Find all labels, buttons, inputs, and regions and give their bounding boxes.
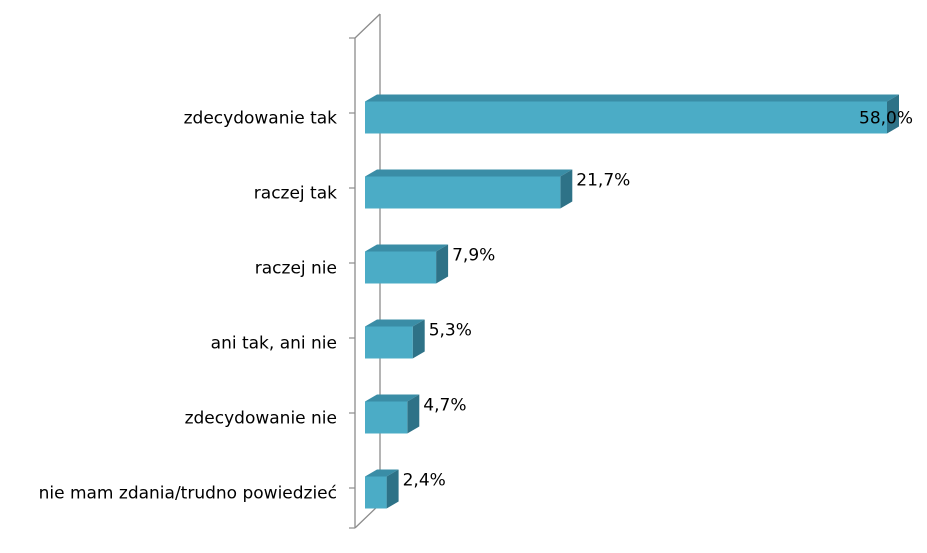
labels: zdecydowanie tak 58,0% raczej tak 21,7% racz…	[39, 109, 913, 504]
bar	[365, 326, 413, 359]
bar	[365, 476, 387, 509]
bar-top-face	[365, 469, 399, 477]
bar-side-face	[386, 469, 399, 509]
bar	[365, 101, 887, 134]
value-label: 2,4%	[403, 471, 446, 491]
bar-side-face	[407, 394, 420, 434]
bars	[365, 94, 899, 509]
bar	[365, 176, 561, 209]
value-label: 58,0%	[859, 109, 913, 129]
category-label: raczej nie	[255, 259, 337, 279]
bar-side-face	[560, 169, 573, 209]
value-label: 7,9%	[452, 246, 495, 266]
value-label: 4,7%	[423, 396, 466, 416]
bar-top-face	[365, 94, 899, 102]
value-label: 5,3%	[429, 321, 472, 341]
bar	[365, 401, 408, 434]
bar-top-face	[365, 319, 425, 327]
bar-top-face	[365, 394, 420, 402]
bar-top-face	[365, 244, 449, 252]
bar-side-face	[436, 244, 449, 284]
bar-top-face	[365, 169, 573, 177]
category-label: raczej tak	[254, 184, 337, 204]
bar-side-face	[887, 94, 899, 134]
bar	[365, 251, 437, 284]
bar-side-face	[412, 319, 425, 359]
category-label: zdecydowanie tak	[184, 109, 338, 129]
category-label: ani tak, ani nie	[211, 334, 337, 354]
category-label: nie mam zdania/trudno powiedzieć	[39, 484, 337, 504]
axis-top-edge	[354, 13, 381, 39]
value-label: 21,7%	[576, 171, 630, 191]
category-label: zdecydowanie nie	[185, 409, 337, 429]
